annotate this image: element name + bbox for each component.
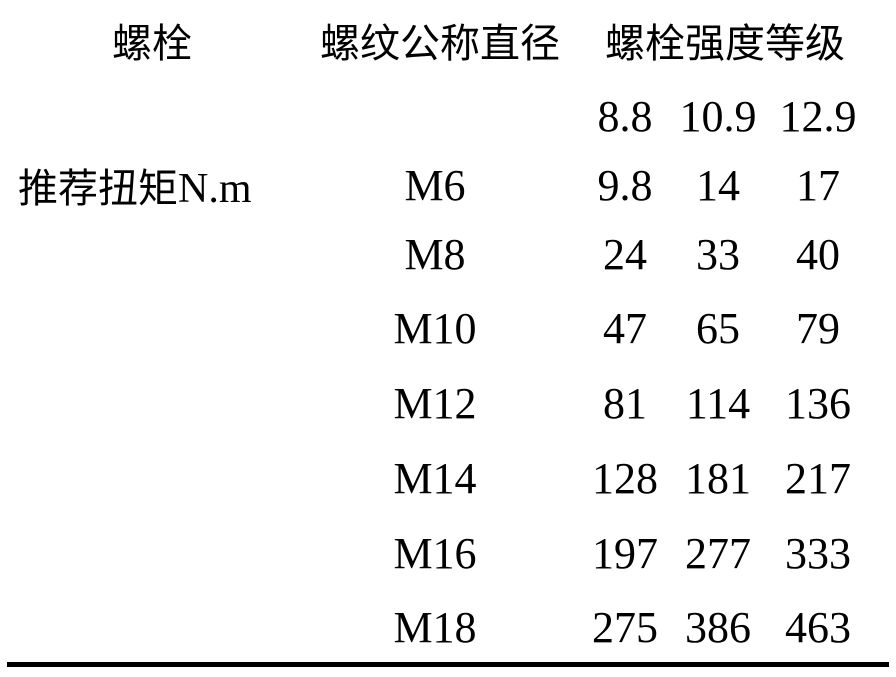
torque-value: 14 [696, 161, 740, 210]
torque-value: 386 [685, 603, 751, 652]
torque-unit: N.m [178, 166, 252, 212]
torque-value: 9.8 [597, 161, 653, 210]
torque-value: 79 [796, 304, 840, 353]
thread-size: M14 [393, 454, 477, 503]
thread-size: M16 [393, 529, 477, 578]
torque-value: 81 [603, 379, 647, 428]
thread-size: M10 [393, 304, 477, 353]
torque-label: 推荐扭矩 [18, 166, 178, 212]
torque-value: 181 [685, 454, 751, 503]
row-label-torque: 推荐扭矩N.m [18, 156, 252, 214]
thread-size: M12 [393, 379, 477, 428]
torque-value: 197 [592, 529, 658, 578]
torque-value: 128 [592, 454, 658, 503]
torque-value: 65 [696, 304, 740, 353]
torque-value: 24 [603, 230, 647, 279]
grade-label: 10.9 [679, 92, 757, 141]
bottom-rule [7, 662, 889, 667]
torque-value: 333 [785, 529, 851, 578]
torque-value: 33 [696, 230, 740, 279]
thread-size: M6 [404, 161, 466, 210]
torque-value: 277 [685, 529, 751, 578]
torque-value: 17 [796, 161, 840, 210]
torque-value: 47 [603, 304, 647, 353]
header-strength-grade: 螺栓强度等级 [605, 21, 845, 67]
torque-value: 40 [796, 230, 840, 279]
thread-size: M8 [404, 230, 466, 279]
torque-value: 114 [685, 379, 751, 428]
torque-value: 463 [785, 603, 851, 652]
torque-value: 217 [785, 454, 851, 503]
torque-value: 136 [785, 379, 851, 428]
thread-size: M18 [393, 603, 477, 652]
grade-label: 8.8 [597, 92, 653, 141]
header-thread-diameter: 螺纹公称直径 [320, 21, 560, 67]
grade-label: 12.9 [779, 92, 857, 141]
torque-value: 275 [592, 603, 658, 652]
header-bolt: 螺栓 [112, 21, 192, 67]
